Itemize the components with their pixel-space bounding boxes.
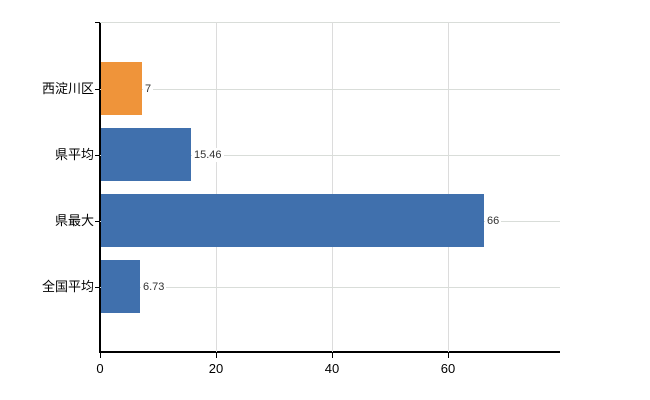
- x-axis-tick: [332, 353, 333, 358]
- category-label: 県平均: [54, 147, 94, 162]
- y-axis-tick: [95, 89, 100, 90]
- category-label: 県最大: [54, 213, 94, 228]
- x-axis-tick: [100, 353, 101, 358]
- y-axis-tick: [95, 22, 100, 23]
- bar-value-label: 7: [143, 82, 154, 96]
- gridline-top: [100, 22, 560, 23]
- bar-0: [101, 62, 142, 115]
- gridline-horizontal: [100, 287, 560, 288]
- x-tick-label: 60: [440, 361, 456, 376]
- y-axis-line: [99, 22, 101, 352]
- bar-value-label: 15.46: [192, 148, 224, 162]
- x-tick-label: 0: [96, 361, 104, 376]
- gridline-vertical: [448, 22, 449, 352]
- bar-1: [101, 128, 191, 181]
- gridline-vertical: [216, 22, 217, 352]
- x-tick-label: 40: [324, 361, 340, 376]
- x-axis-line: [99, 351, 560, 353]
- bar-3: [101, 260, 140, 313]
- category-label: 西淀川区: [41, 81, 94, 96]
- y-axis-tick: [95, 221, 100, 222]
- gridline-vertical: [332, 22, 333, 352]
- y-axis-tick: [95, 287, 100, 288]
- bar-2: [101, 194, 484, 247]
- x-tick-label: 20: [208, 361, 224, 376]
- y-axis-tick: [95, 155, 100, 156]
- category-label: 全国平均: [41, 279, 94, 294]
- x-axis-tick: [448, 353, 449, 358]
- bar-value-label: 66: [485, 214, 502, 228]
- gridline-horizontal: [100, 89, 560, 90]
- x-axis-tick: [216, 353, 217, 358]
- gridline-horizontal: [100, 155, 560, 156]
- bar-value-label: 6.73: [141, 280, 167, 294]
